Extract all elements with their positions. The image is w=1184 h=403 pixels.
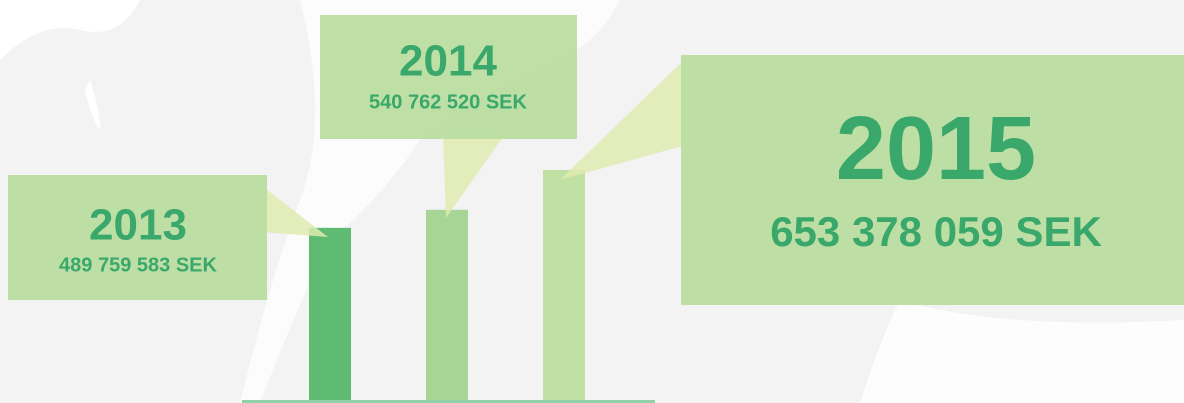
value-label: 653 378 059 SEK [770,208,1102,255]
callout-box [8,175,267,300]
bar [543,170,585,401]
category-label: 2015 [836,99,1036,199]
callout-pointer [443,134,505,218]
map-shape [860,300,1184,403]
map-shape [85,80,100,130]
callout-pointer [262,186,328,237]
value-label: 489 759 583 SEK [59,254,217,276]
category-label: 2014 [399,37,497,86]
bar [426,209,468,401]
value-label: 540 762 520 SEK [369,91,527,113]
callout-box [320,15,577,139]
map-shape [0,0,140,60]
category-label: 2013 [89,201,187,250]
bar [309,227,351,401]
callout-pointer [560,58,686,180]
callout-box [681,55,1184,305]
